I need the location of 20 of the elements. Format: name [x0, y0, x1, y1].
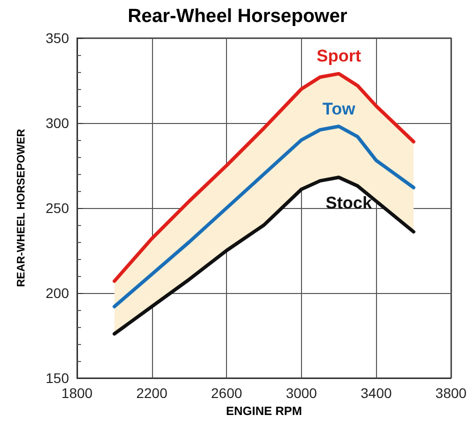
y-tick-label: 200: [46, 285, 70, 301]
y-tick-label: 300: [46, 115, 70, 131]
line-series: [112, 176, 416, 336]
chart-title: Rear-Wheel Horsepower: [128, 6, 348, 27]
x-tick-label: 3400: [360, 385, 392, 401]
y-tick-label: 350: [46, 30, 70, 46]
x-tick-label: 1800: [61, 385, 93, 401]
y-axis-title: REAR-WHEEL HORSEPOWER: [16, 128, 28, 288]
x-axis-title: ENGINE RPM: [226, 404, 302, 418]
series-label: Sport: [316, 46, 362, 66]
x-tick-label: 3000: [286, 385, 318, 401]
y-tick-label: 150: [46, 370, 70, 386]
line-series: [112, 124, 416, 308]
x-tick-label: 3800: [435, 385, 467, 401]
line-series: [112, 72, 416, 283]
x-tick-label: 2600: [211, 385, 242, 401]
series-label: Tow: [322, 99, 356, 118]
x-tick-label: 2200: [136, 385, 168, 401]
y-tick-label: 250: [46, 200, 70, 216]
series-label: Stock: [326, 193, 372, 212]
